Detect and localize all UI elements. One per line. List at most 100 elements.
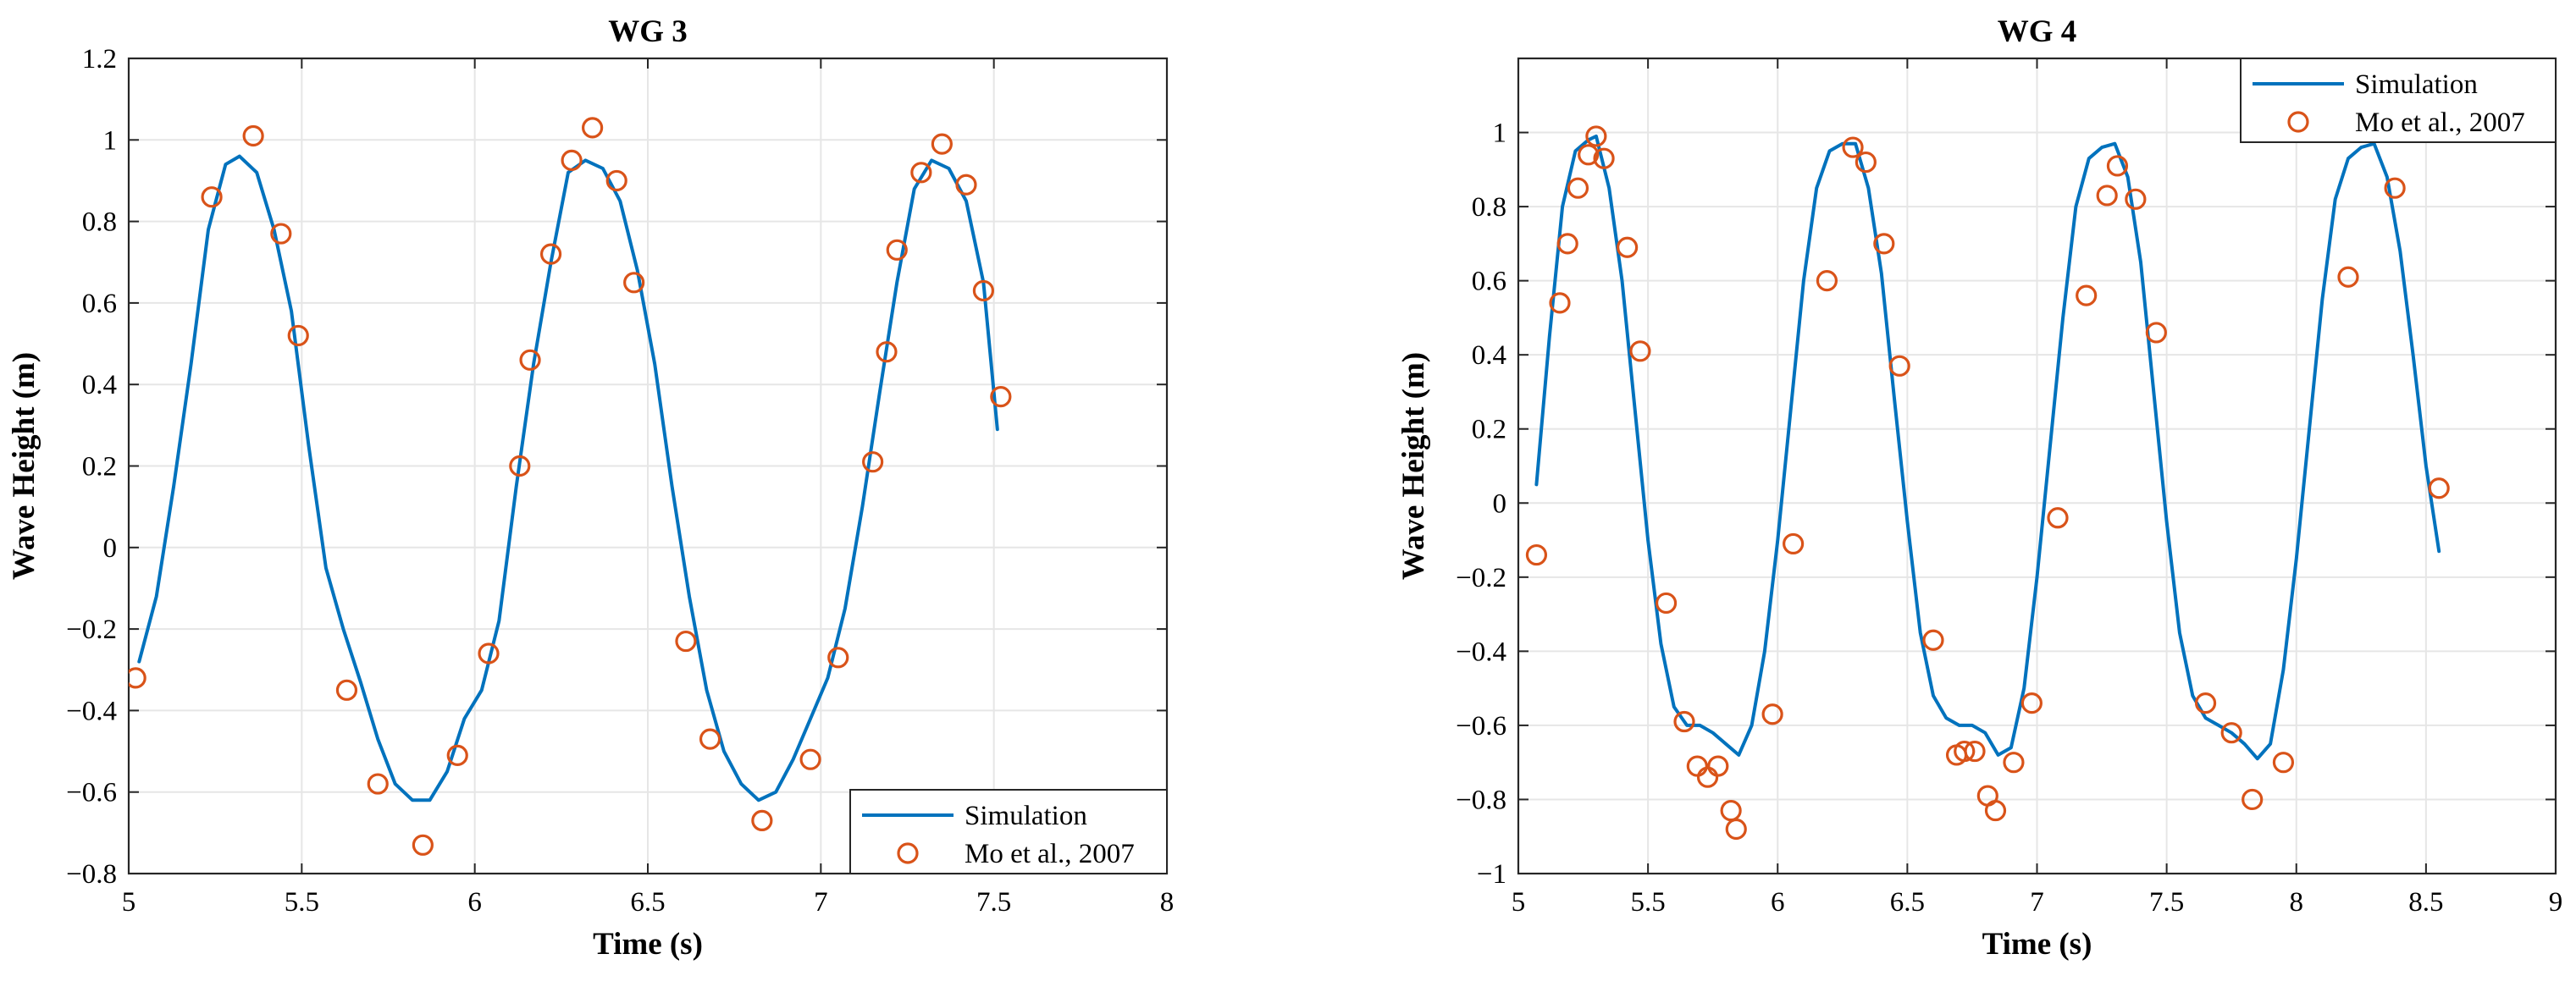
x-tick-label: 7.5	[976, 887, 1011, 918]
data-point	[539, 243, 562, 265]
y-tick-label: 0.2	[1472, 415, 1506, 445]
data-point	[287, 324, 309, 347]
legend: Simulation Mo et al., 2007	[849, 789, 1168, 874]
data-point	[335, 679, 358, 701]
y-tick-label: 1.2	[82, 44, 117, 74]
y-tick-label: −0.6	[66, 778, 117, 808]
data-point	[2096, 185, 2118, 207]
simulation-line	[137, 154, 999, 802]
y-tick-label: −0.4	[66, 696, 117, 726]
y-tick-label: −1	[1477, 859, 1506, 890]
data-point	[699, 728, 721, 750]
legend-label: Simulation	[2355, 69, 2478, 100]
data-point	[270, 223, 292, 245]
data-point	[2384, 177, 2406, 199]
data-point	[876, 341, 898, 363]
y-tick-label: 0	[103, 533, 118, 564]
y-tick-label: 0	[1493, 488, 1507, 519]
data-point	[910, 162, 932, 184]
data-point	[478, 642, 500, 664]
data-point	[201, 186, 223, 208]
y-tick-label: 1	[103, 125, 118, 156]
data-point	[1783, 532, 1805, 555]
y-tick-label: −0.6	[1456, 711, 1506, 742]
data-point	[561, 149, 583, 171]
data-point	[2145, 322, 2167, 344]
y-tick-label: 0.4	[1472, 340, 1506, 371]
x-tick-label: 7	[2030, 887, 2044, 918]
x-axis-label: Time (s)	[593, 927, 703, 962]
x-tick-label: 6	[467, 887, 482, 918]
data-point	[2194, 692, 2217, 714]
y-tick-label: −0.4	[1456, 637, 1506, 667]
data-point	[2337, 266, 2359, 288]
y-tick-label: −0.8	[66, 859, 117, 890]
x-tick-label: 7.5	[2149, 887, 2184, 918]
data-point	[242, 124, 264, 147]
data-point	[2106, 155, 2129, 177]
y-tick-label: 0.8	[1472, 192, 1506, 223]
x-tick-label: 5.5	[1631, 887, 1666, 918]
data-point	[2428, 477, 2450, 499]
legend-marker-swatch	[897, 842, 919, 864]
data-point	[2020, 692, 2043, 714]
data-point	[1673, 710, 1695, 733]
data-point	[1725, 818, 1747, 841]
data-point	[582, 117, 604, 139]
x-tick-label: 6.5	[630, 887, 665, 918]
data-point	[2125, 188, 2147, 210]
data-point	[1816, 270, 1838, 292]
data-point	[623, 272, 645, 294]
y-axis-label: Wave Height (m)	[7, 352, 41, 580]
data-point	[1984, 799, 2007, 822]
data-point	[1873, 233, 1895, 255]
y-tick-label: −0.2	[1456, 563, 1506, 593]
chart-title: WG 3	[608, 14, 688, 49]
y-tick-label: 0.8	[82, 207, 117, 238]
data-point	[1954, 740, 1976, 763]
data-point	[751, 809, 773, 832]
legend-box	[849, 789, 1168, 874]
series-group	[1525, 125, 2450, 841]
data-point	[1556, 233, 1578, 255]
y-tick-label: 1	[1493, 119, 1507, 149]
data-point	[1549, 292, 1571, 314]
data-point	[1629, 340, 1651, 362]
data-point	[1578, 144, 1600, 166]
data-point	[2076, 284, 2098, 306]
data-point	[1585, 125, 1607, 147]
x-tick-label: 5	[1512, 887, 1526, 918]
y-tick-label: −0.8	[1456, 785, 1506, 815]
data-point	[2242, 788, 2264, 811]
data-point	[675, 630, 697, 653]
data-point	[509, 455, 531, 477]
data-point	[367, 773, 389, 795]
y-tick-label: 0.6	[82, 289, 117, 319]
data-point	[1525, 543, 1548, 566]
data-point	[1617, 236, 1639, 258]
chart-1: 5 5.5 6 6.5 7 7.5 8 −0.8 −0.6 −0.4 −0.2 0 0.2 0.4 0.6 0…	[7, 14, 1174, 962]
legend: Simulation Mo et al., 2007	[2240, 58, 2557, 143]
data-point	[1655, 592, 1678, 615]
data-point	[1922, 629, 1944, 651]
data-point	[605, 169, 627, 192]
legend-label: Mo et al., 2007	[2355, 108, 2525, 138]
simulation-line	[1534, 134, 2441, 761]
data-point	[412, 834, 434, 856]
legend-label: Simulation	[965, 801, 1087, 831]
data-point	[827, 647, 849, 669]
x-tick-label: 6.5	[1890, 887, 1925, 918]
data-point	[2003, 752, 2025, 774]
data-point	[1707, 755, 1729, 777]
data-point	[799, 748, 821, 770]
x-tick-label: 5	[122, 887, 136, 918]
series-group	[129, 117, 1012, 856]
data-point	[931, 133, 953, 155]
x-tick-label: 8.5	[2408, 887, 2443, 918]
data-point	[1964, 740, 1986, 763]
data-point	[2272, 752, 2295, 774]
data-point	[972, 279, 995, 302]
data-point	[862, 451, 884, 473]
legend-marker-swatch	[2287, 111, 2309, 133]
